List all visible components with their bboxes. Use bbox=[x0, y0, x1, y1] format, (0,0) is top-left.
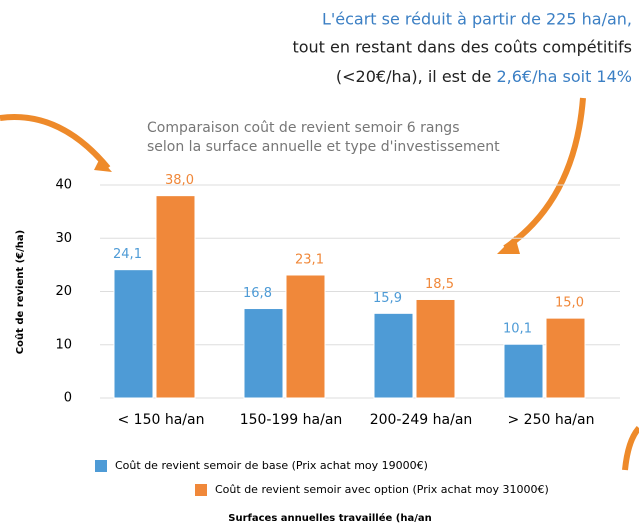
annotation: L'écart se réduit à partir de 225 ha/an, bbox=[322, 10, 632, 29]
value-label: 15,9 bbox=[373, 291, 402, 306]
legend-swatch bbox=[95, 460, 107, 472]
annotation: (<20€/ha), il est de 2,6€/ha soit 14% bbox=[336, 67, 632, 86]
bar bbox=[415, 298, 456, 399]
bar bbox=[155, 195, 196, 399]
value-label: 23,1 bbox=[295, 252, 324, 267]
x-tick-label: > 250 ha/an bbox=[508, 412, 595, 428]
bar bbox=[113, 269, 154, 399]
legend-swatch bbox=[195, 484, 207, 496]
arrow bbox=[622, 425, 639, 471]
arrow-head bbox=[497, 236, 520, 254]
y-tick-label: 40 bbox=[55, 178, 72, 193]
y-tick-label: 0 bbox=[64, 391, 72, 406]
bar bbox=[243, 308, 284, 399]
legend-label: Coût de revient semoir de base (Prix ach… bbox=[115, 459, 428, 472]
annotation: 2,6€/ha soit 14% bbox=[496, 67, 632, 86]
x-tick-label: < 150 ha/an bbox=[118, 412, 205, 428]
chart-subtitle: selon la surface annuelle et type d'inve… bbox=[147, 139, 500, 155]
value-label: 18,5 bbox=[425, 277, 454, 292]
arrow-head bbox=[94, 158, 112, 172]
legend-label: Coût de revient semoir avec option (Prix… bbox=[215, 483, 549, 496]
y-tick-label: 10 bbox=[55, 337, 72, 352]
annotation: tout en restant dans des coûts compétiti… bbox=[292, 38, 632, 57]
bar bbox=[503, 343, 544, 399]
y-tick-label: 20 bbox=[55, 284, 72, 299]
x-axis-title: Surfaces annuelles travaillée (ha/an bbox=[228, 512, 431, 524]
y-tick-label: 30 bbox=[55, 231, 72, 246]
arrow bbox=[503, 97, 586, 251]
value-label: 15,0 bbox=[555, 296, 584, 311]
bar bbox=[373, 312, 414, 399]
x-tick-label: 200-249 ha/an bbox=[370, 412, 473, 428]
y-axis-title: Coût de revient (€/ha) bbox=[14, 230, 26, 354]
bar bbox=[545, 317, 586, 399]
value-label: 16,8 bbox=[243, 286, 272, 301]
bar bbox=[285, 274, 326, 399]
value-label: 10,1 bbox=[503, 322, 532, 337]
arrow bbox=[0, 114, 111, 170]
annotation: (<20€/ha), il est de bbox=[336, 67, 497, 86]
value-label: 24,1 bbox=[113, 247, 142, 262]
value-label: 38,0 bbox=[165, 173, 194, 188]
legend: Coût de revient semoir de base (Prix ach… bbox=[95, 459, 549, 496]
x-tick-label: 150-199 ha/an bbox=[240, 412, 343, 428]
chart-title: Comparaison coût de revient semoir 6 ran… bbox=[147, 120, 460, 136]
